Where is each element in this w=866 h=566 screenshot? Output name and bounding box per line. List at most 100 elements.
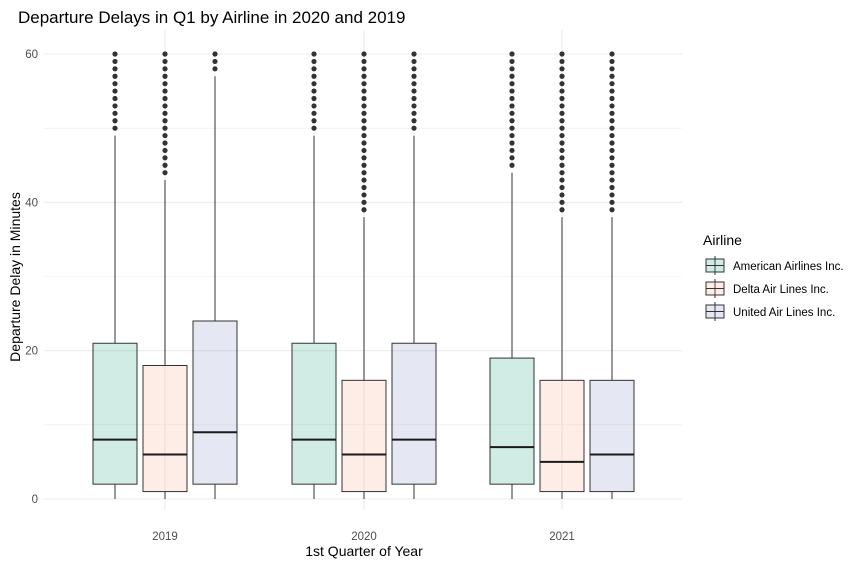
outlier-point xyxy=(361,66,367,72)
legend-label: United Air Lines Inc. xyxy=(733,307,835,319)
outlier-point xyxy=(609,51,615,57)
box-body xyxy=(589,379,635,493)
outlier-point xyxy=(361,88,367,94)
box-delta-air-lines-inc-2021 xyxy=(539,51,585,499)
box-body xyxy=(92,342,138,485)
outlier-point xyxy=(361,103,367,109)
outlier-point xyxy=(361,118,367,124)
outlier-point xyxy=(559,207,565,213)
outlier-point xyxy=(609,103,615,109)
y-tick-label: 0 xyxy=(32,494,38,506)
outlier-point xyxy=(112,51,118,57)
outlier-point xyxy=(112,81,118,87)
outlier-point xyxy=(411,103,417,109)
outlier-point xyxy=(361,147,367,154)
outlier-point xyxy=(559,88,565,94)
outlier-point xyxy=(509,132,515,139)
outlier-point xyxy=(162,155,168,161)
legend-item: American Airlines Inc. xyxy=(705,256,844,275)
outlier-point xyxy=(509,110,515,116)
outlier-point xyxy=(559,95,565,102)
outlier-point xyxy=(509,66,515,72)
outlier-point xyxy=(411,73,417,79)
outlier-point xyxy=(559,177,565,183)
outlier-point xyxy=(509,73,515,79)
outlier-point xyxy=(559,51,565,57)
legend-label: American Airlines Inc. xyxy=(733,261,844,273)
outlier-point xyxy=(509,81,515,87)
outlier-point xyxy=(411,88,417,94)
outlier-point xyxy=(162,170,168,176)
outlier-point xyxy=(609,66,615,72)
outlier-point xyxy=(509,88,515,94)
outlier-point xyxy=(162,140,168,146)
legend: Airline American Airlines Inc. Delta Air … xyxy=(703,232,844,321)
outlier-point xyxy=(411,118,417,124)
outlier-point xyxy=(162,118,168,124)
outlier-point xyxy=(509,140,515,146)
outlier-point xyxy=(559,73,565,79)
outlier-point xyxy=(559,132,565,139)
outlier-point xyxy=(559,118,565,124)
outlier-point xyxy=(361,207,367,213)
outlier-point xyxy=(559,103,565,109)
outlier-point xyxy=(609,58,615,65)
outlier-point xyxy=(162,66,168,72)
x-tick-label: 2020 xyxy=(351,531,377,543)
outlier-point xyxy=(112,125,118,131)
outlier-point xyxy=(361,132,367,139)
box-body xyxy=(142,365,188,493)
outlier-point xyxy=(609,147,615,154)
x-axis-title: 1st Quarter of Year xyxy=(305,543,423,559)
outlier-point xyxy=(609,132,615,139)
x-tick-label: 2019 xyxy=(152,531,178,543)
outlier-point xyxy=(112,66,118,72)
outlier-point xyxy=(559,162,565,168)
outlier-point xyxy=(361,192,367,198)
box-united-air-lines-inc-2019 xyxy=(192,51,238,499)
box-united-air-lines-inc-2020 xyxy=(391,51,437,499)
outlier-point xyxy=(509,162,515,168)
outlier-point xyxy=(361,51,367,57)
outlier-point xyxy=(411,58,417,65)
outlier-point xyxy=(162,147,168,154)
outlier-point xyxy=(311,58,317,65)
outlier-point xyxy=(112,88,118,94)
outlier-point xyxy=(311,95,317,102)
y-axis-ticks: 0 20 40 60 xyxy=(25,49,38,506)
box-delta-air-lines-inc-2019 xyxy=(142,51,188,499)
outlier-point xyxy=(609,155,615,161)
outlier-point xyxy=(609,88,615,94)
legend-item: Delta Air Lines Inc. xyxy=(705,279,829,298)
outlier-point xyxy=(411,81,417,87)
outlier-point xyxy=(559,58,565,65)
outlier-point xyxy=(509,125,515,131)
outlier-point xyxy=(112,103,118,109)
outlier-point xyxy=(559,170,565,176)
outlier-point xyxy=(411,51,417,57)
outlier-point xyxy=(609,125,615,131)
y-axis-title: Departure Delay in Minutes xyxy=(7,192,23,362)
outlier-point xyxy=(162,58,168,65)
box-body xyxy=(341,379,387,493)
outlier-point xyxy=(361,184,367,191)
outlier-point xyxy=(361,199,367,205)
outlier-point xyxy=(361,58,367,65)
outlier-point xyxy=(411,110,417,116)
outlier-point xyxy=(311,118,317,124)
box-body xyxy=(391,342,437,485)
outlier-point xyxy=(162,125,168,131)
chart-title: Departure Delays in Q1 by Airline in 202… xyxy=(18,8,405,27)
outlier-point xyxy=(609,170,615,176)
outlier-point xyxy=(311,51,317,57)
outlier-point xyxy=(311,110,317,116)
outlier-point xyxy=(609,207,615,213)
outlier-point xyxy=(162,81,168,87)
outlier-point xyxy=(162,88,168,94)
box-body xyxy=(291,342,337,485)
outlier-point xyxy=(212,58,218,65)
y-tick-label: 60 xyxy=(25,49,38,61)
outlier-point xyxy=(361,73,367,79)
y-tick-label: 20 xyxy=(25,346,38,358)
